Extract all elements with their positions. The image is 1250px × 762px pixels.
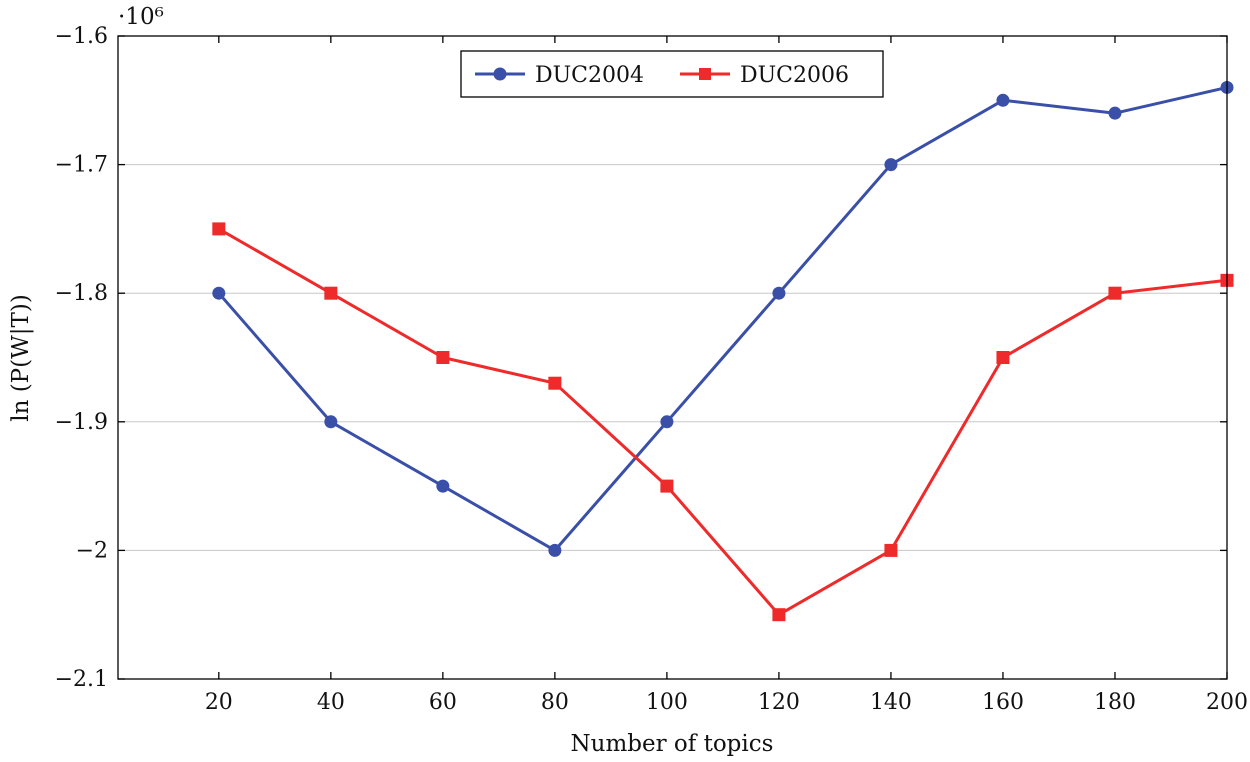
x-tick-label: 20 xyxy=(205,690,233,715)
data-point-duc2006 xyxy=(324,286,338,300)
y-tick-label: −1.6 xyxy=(55,24,108,49)
data-point-duc2004 xyxy=(772,286,786,300)
y-tick-label: −1.7 xyxy=(55,153,108,178)
series-line-duc2004 xyxy=(217,85,1228,552)
y-axis-title: ln (P(W|T)) xyxy=(8,294,34,422)
x-tick-label: 40 xyxy=(317,690,345,715)
data-point-duc2006 xyxy=(548,376,562,390)
data-point-duc2004 xyxy=(212,286,226,300)
data-point-duc2006 xyxy=(660,479,674,493)
x-tick-label: 100 xyxy=(646,690,688,715)
y-scale-label: ·10⁶ xyxy=(118,4,164,30)
data-point-duc2004 xyxy=(324,415,338,429)
legend-marker-duc2006 xyxy=(699,68,711,80)
data-point-duc2004 xyxy=(1108,106,1122,120)
series-line-duc2006 xyxy=(218,227,1228,617)
data-point-duc2004 xyxy=(548,543,562,557)
axis-ticks: −1.6 −1.7 −1.8 −1.9 −2 −2.1 20 40 60 80 100 120 140 1… xyxy=(55,24,1248,715)
y-tick-label: −2.1 xyxy=(55,667,108,692)
x-tick-label: 140 xyxy=(870,690,912,715)
series-layer xyxy=(212,80,1234,622)
data-point-duc2006 xyxy=(996,351,1010,364)
legend: DUC2004 DUC2006 xyxy=(460,50,884,98)
data-point-duc2006 xyxy=(436,351,450,364)
data-point-duc2004 xyxy=(660,415,674,429)
data-point-duc2006 xyxy=(212,222,226,236)
x-tick-label: 80 xyxy=(541,690,569,715)
legend-box xyxy=(460,50,884,98)
data-point-duc2004 xyxy=(436,479,450,493)
x-tick-label: 200 xyxy=(1206,690,1248,715)
x-tick-label: 60 xyxy=(429,690,457,715)
legend-label-duc2006: DUC2006 xyxy=(740,63,849,88)
y-tick-label: −1.9 xyxy=(55,410,108,435)
plot-frame xyxy=(117,35,1228,680)
data-point-duc2006 xyxy=(884,543,898,557)
x-tick-label: 160 xyxy=(982,690,1024,715)
y-tick-label: −2 xyxy=(76,538,108,563)
data-point-duc2004 xyxy=(996,93,1010,107)
data-point-duc2006 xyxy=(1108,286,1122,300)
y-tick-label: −1.8 xyxy=(55,281,108,306)
data-point-duc2006 xyxy=(772,608,786,622)
x-axis-title: Number of topics xyxy=(571,731,774,757)
x-tick-label: 120 xyxy=(758,690,800,715)
legend-marker-duc2004 xyxy=(493,67,507,81)
legend-label-duc2004: DUC2004 xyxy=(535,63,644,88)
x-tick-label: 180 xyxy=(1094,690,1136,715)
data-point-duc2004 xyxy=(884,158,898,172)
